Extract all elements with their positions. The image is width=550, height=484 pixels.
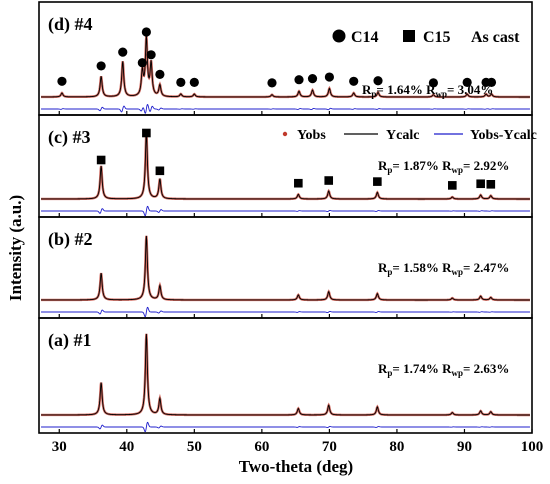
series-legend: Yobs Ycalc Yobs-Ycalc — [282, 128, 537, 143]
x-tick-label: 30 — [52, 439, 67, 455]
yobs-ycalc-curve — [41, 103, 530, 114]
c14-peak-marker — [307, 74, 318, 84]
c14-peak-marker — [294, 75, 304, 85]
ycalc-curve — [41, 235, 530, 301]
x-tick-label: 60 — [254, 439, 269, 455]
c15-peak-marker — [373, 177, 382, 186]
panels-layer: (d) #4 Rp= 1.64% Rwp= 3.04% (c) #3 Rp= 1.87… — [38, 1, 537, 434]
yobs-ycalc-curve — [41, 205, 530, 217]
r-factors: Rp= 1.64% Rwp= 3.04% — [362, 82, 493, 99]
r-factors: Rp= 1.58% Rwp= 2.47% — [378, 260, 509, 277]
yobs-ycalc-curve — [41, 421, 530, 433]
c14-peak-marker — [137, 58, 147, 68]
c14-peak-marker — [267, 78, 277, 88]
c14-peak-marker — [57, 76, 67, 86]
panel-label: (c) #3 — [48, 127, 90, 148]
yobs-legend-symbol — [282, 131, 288, 137]
x-tick-label: 90 — [457, 439, 472, 455]
c15-peak-marker — [486, 180, 496, 189]
c14-peak-marker — [373, 76, 383, 86]
x-tick-label: 40 — [119, 439, 134, 455]
panel-label: (b) #2 — [48, 229, 93, 250]
panel-frame — [38, 317, 533, 434]
c14-peak-marker — [146, 50, 156, 60]
xrd-panel: (a) #1 Rp= 1.74% Rwp= 2.63% — [38, 317, 533, 434]
c15-peak-marker — [324, 176, 334, 185]
ycalc-curve — [41, 35, 530, 98]
yobs-ycalc-curve — [41, 306, 530, 318]
c15-peak-marker — [476, 179, 485, 189]
xrd-panel: (b) #2 Rp= 1.58% Rwp= 2.47% — [38, 216, 533, 319]
yobs-ycalc-legend-label: Yobs-Ycalc — [470, 128, 537, 143]
c14-peak-marker — [176, 77, 186, 87]
xrd-panel: (d) #4 Rp= 1.64% Rwp= 3.04% — [38, 1, 533, 116]
c15-peak-marker — [142, 128, 151, 138]
xrd-panel: (c) #3 Rp= 1.87% Rwp= 2.92% — [38, 114, 533, 218]
ycalc-curve — [41, 132, 530, 200]
c15-legend-label: C15 — [423, 29, 451, 46]
panel-label: (a) #1 — [48, 330, 92, 351]
r-factors: Rp= 1.74% Rwp= 2.63% — [378, 361, 509, 378]
ycalc-curve — [41, 333, 530, 416]
c14-legend-label: C14 — [351, 29, 379, 46]
c15-peak-marker — [96, 155, 106, 165]
c14-peak-marker — [189, 77, 199, 87]
x-tick-label: 50 — [187, 439, 202, 455]
c14-peak-marker — [96, 61, 106, 71]
x-tick-label: 70 — [322, 439, 337, 455]
c14-peak-marker — [324, 72, 334, 82]
c15-peak-marker — [155, 166, 165, 176]
c14-peak-marker — [486, 77, 497, 87]
x-tick-label: 80 — [389, 439, 404, 455]
c15-legend-symbol — [403, 30, 415, 42]
panel-label: (d) #4 — [48, 14, 93, 35]
y-axis-label: Intensity (a.u.) — [6, 195, 25, 301]
c14-legend-symbol — [332, 29, 346, 43]
c14-peak-marker — [141, 27, 151, 37]
x-axis-label: Two-theta (deg) — [239, 457, 353, 476]
ycalc-legend-label: Ycalc — [386, 128, 419, 143]
phase-legend: C14 C15 As cast — [332, 29, 520, 46]
c14-peak-marker — [462, 77, 472, 87]
c15-peak-marker — [294, 178, 303, 188]
r-factors: Rp= 1.87% Rwp= 2.92% — [378, 158, 509, 175]
c15-peak-marker — [448, 181, 457, 190]
c14-peak-marker — [428, 78, 438, 88]
condition-label: As cast — [471, 29, 520, 46]
x-tick-label: 100 — [521, 439, 544, 455]
c14-peak-marker — [155, 69, 165, 79]
c14-peak-marker — [349, 76, 359, 86]
yobs-legend-label: Yobs — [297, 128, 326, 143]
c14-peak-marker — [118, 47, 128, 57]
x-axis: 30 40 50 60 70 80 90 100 — [52, 439, 543, 455]
